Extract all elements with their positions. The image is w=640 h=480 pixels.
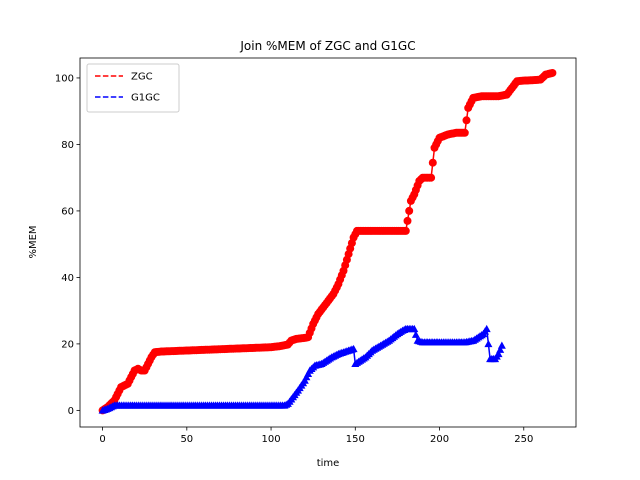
axes-frame: [79, 57, 577, 428]
data-point: [482, 324, 491, 333]
data-point: [497, 341, 506, 349]
series-zgc: [98, 68, 557, 415]
data-point: [462, 116, 471, 125]
y-tick-label: 60: [61, 206, 74, 217]
data-point: [494, 349, 503, 358]
data-point: [460, 128, 469, 137]
x-tick-label: 250: [514, 434, 533, 445]
legend-label-g1gc: G1GC: [131, 93, 160, 104]
x-tick-label: 150: [346, 434, 365, 445]
series-g1gc: [98, 324, 506, 414]
data-point: [349, 344, 358, 353]
data-point: [548, 68, 557, 77]
series-layer: [98, 68, 557, 415]
y-axis-label: %MEM: [28, 225, 39, 258]
y-tick-label: 20: [61, 339, 74, 350]
legend-box: [86, 63, 180, 113]
x-axis-label: time: [317, 458, 340, 469]
axes-layer: 0 50 100 150 200 250 0 20 40 60 80 100: [55, 57, 577, 445]
x-tick-label: 200: [430, 434, 449, 445]
data-point: [427, 173, 436, 182]
x-tick-label: 50: [180, 434, 193, 445]
data-point: [410, 324, 419, 333]
legend: ZGC G1GC: [86, 63, 180, 113]
data-point: [496, 345, 505, 353]
y-tick-label: 40: [61, 273, 74, 284]
y-tick-label: 100: [55, 73, 74, 84]
data-point: [405, 206, 414, 215]
data-point: [428, 158, 437, 167]
legend-label-zgc: ZGC: [131, 72, 153, 83]
x-tick-label: 100: [262, 434, 281, 445]
data-point: [403, 216, 412, 225]
data-point: [401, 226, 410, 235]
data-point: [411, 330, 420, 338]
y-tick-label: 80: [61, 140, 74, 151]
y-tick-label: 0: [68, 406, 74, 417]
data-point: [484, 339, 493, 348]
x-tick-label: 0: [99, 434, 105, 445]
chart-title: Join %MEM of ZGC and G1GC: [239, 39, 415, 53]
